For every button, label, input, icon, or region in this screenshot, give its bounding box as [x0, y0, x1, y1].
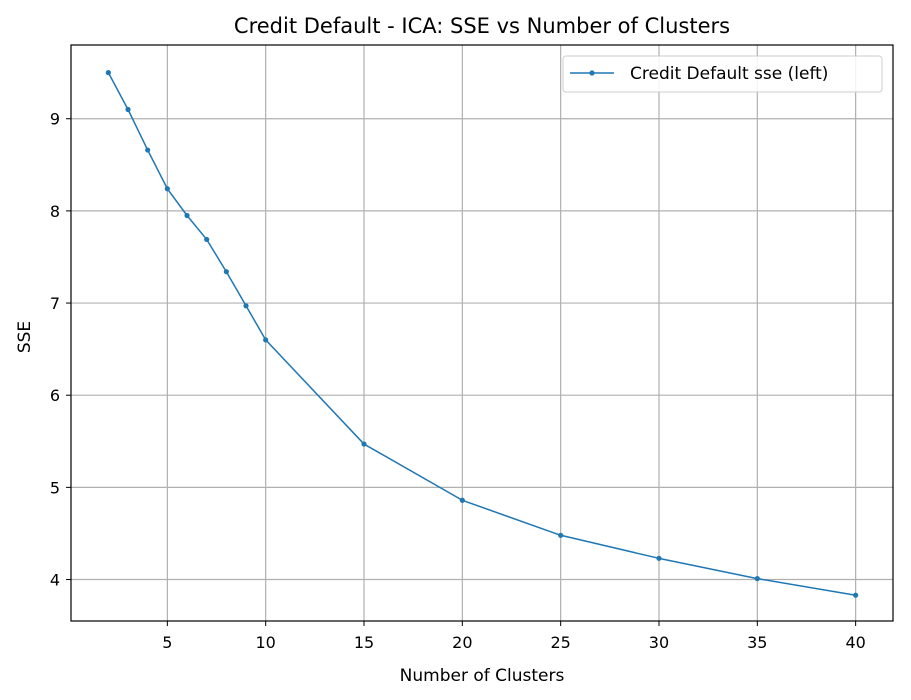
chart-title: Credit Default - ICA: SSE vs Number of C…: [234, 14, 730, 38]
data-point: [853, 592, 859, 598]
x-tick-label: 35: [747, 633, 767, 652]
series-line: [107, 72, 856, 596]
legend-entry-label: Credit Default sse (left): [630, 64, 828, 84]
legend-marker-sample: [589, 70, 595, 76]
x-tick-label: 5: [162, 633, 172, 652]
y-axis-ticks: 4 5 6 7 8 9: [50, 110, 71, 590]
grid-lines: [71, 45, 893, 621]
legend-box: [562, 55, 883, 93]
y-tick-label: 5: [50, 478, 60, 497]
y-tick-label: 9: [50, 110, 60, 129]
data-point: [263, 337, 269, 343]
y-tick-label: 8: [50, 202, 60, 221]
data-point: [223, 269, 229, 275]
data-point: [754, 576, 760, 582]
y-tick-label: 7: [50, 294, 60, 313]
data-point: [656, 555, 662, 561]
plot-area-frame: [70, 44, 894, 622]
data-point: [558, 532, 564, 538]
data-point: [164, 186, 170, 192]
x-tick-label: 25: [550, 633, 570, 652]
x-tick-label: 20: [452, 633, 472, 652]
data-point: [105, 70, 111, 76]
data-point: [459, 497, 465, 503]
legend: Credit Default sse (left): [562, 55, 883, 93]
x-axis-label: Number of Clusters: [400, 666, 565, 686]
y-tick-label: 4: [50, 571, 60, 590]
y-axis-label: SSE: [15, 321, 35, 353]
x-tick-label: 10: [256, 633, 276, 652]
data-point: [204, 236, 210, 243]
y-tick-label: 6: [50, 386, 60, 405]
data-point: [125, 106, 131, 113]
x-tick-label: 15: [354, 633, 374, 652]
x-tick-label: 40: [845, 633, 865, 652]
data-point: [361, 441, 367, 447]
x-axis-ticks: 5 10 15 20 25 30 35 40: [162, 621, 866, 652]
x-tick-label: 30: [649, 633, 669, 652]
data-point: [145, 147, 151, 153]
series-group: [105, 70, 859, 598]
data-point: [243, 303, 249, 309]
data-point: [184, 212, 190, 219]
